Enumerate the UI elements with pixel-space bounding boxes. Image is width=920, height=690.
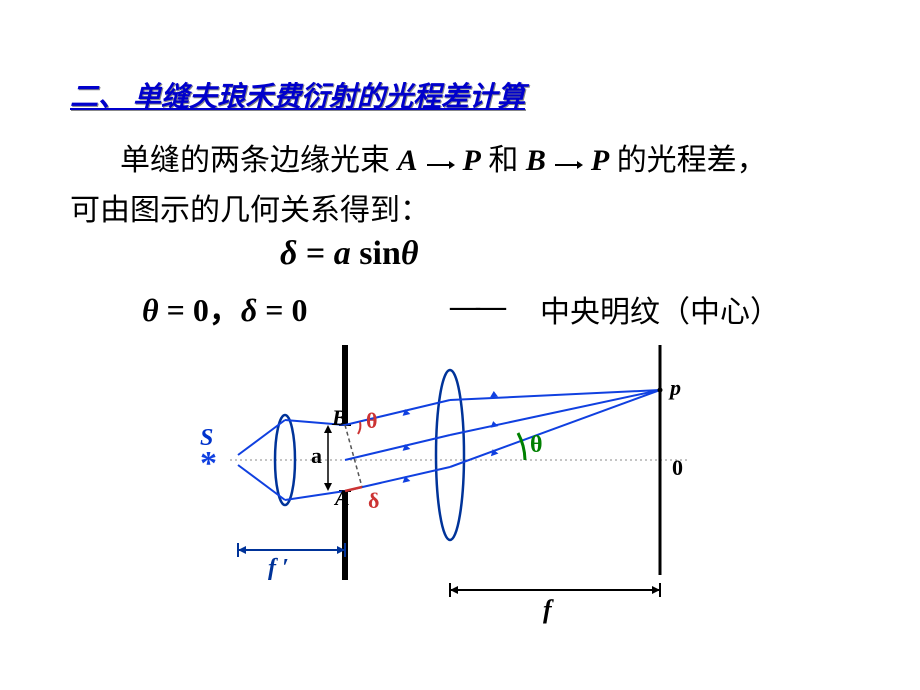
label-theta-1: θ — [366, 408, 377, 434]
eq1-eq: = — [297, 235, 333, 272]
label-P: P — [463, 144, 481, 177]
section-heading: 二、 单缝夫琅禾费衍射的光程差计算 — [70, 75, 525, 115]
eq1-delta: δ — [280, 235, 297, 272]
label-f: f — [543, 595, 552, 625]
optics-diagram — [190, 345, 750, 645]
label-A: A — [335, 485, 350, 511]
label-A: A — [398, 144, 418, 177]
label-theta-2: θ — [530, 432, 543, 459]
label-fprime: f ′ — [268, 555, 289, 582]
equation-1: δ = a sinθ — [280, 235, 419, 273]
eq2-theta: θ — [142, 292, 159, 328]
label-B: B — [332, 405, 347, 431]
arrow-ap — [425, 158, 455, 172]
eq1-a: a — [334, 235, 351, 272]
eq1-theta: θ — [401, 235, 419, 272]
arrow-bp — [553, 158, 583, 172]
eq2-eq2: = 0 — [257, 292, 307, 328]
label-zero: 0 — [672, 455, 683, 481]
eq2-eq1: = 0， — [159, 292, 241, 328]
equation-2: θ = 0，δ = 0 — [142, 285, 307, 331]
label-B2: B — [526, 144, 546, 177]
label-a: a — [311, 443, 322, 469]
central-bright-text: 中央明纹（中心） — [540, 287, 780, 331]
label-p: p — [670, 375, 681, 401]
source-star-icon: * — [200, 445, 217, 483]
label-delta: δ — [368, 488, 379, 514]
body-text-1b: 和 — [488, 144, 518, 177]
dash: —— — [450, 290, 502, 324]
eq2-delta: δ — [241, 292, 257, 328]
body-line-2: 可由图示的几何关系得到： — [70, 185, 430, 229]
body-line-1: 单缝的两条边缘光束 A P 和 B P 的光程差， — [120, 135, 900, 179]
body-text-1c: 的光程差， — [617, 144, 767, 177]
body-text-1a: 单缝的两条边缘光束 — [120, 144, 398, 177]
label-P2: P — [591, 144, 609, 177]
eq1-sin: sin — [351, 235, 401, 272]
